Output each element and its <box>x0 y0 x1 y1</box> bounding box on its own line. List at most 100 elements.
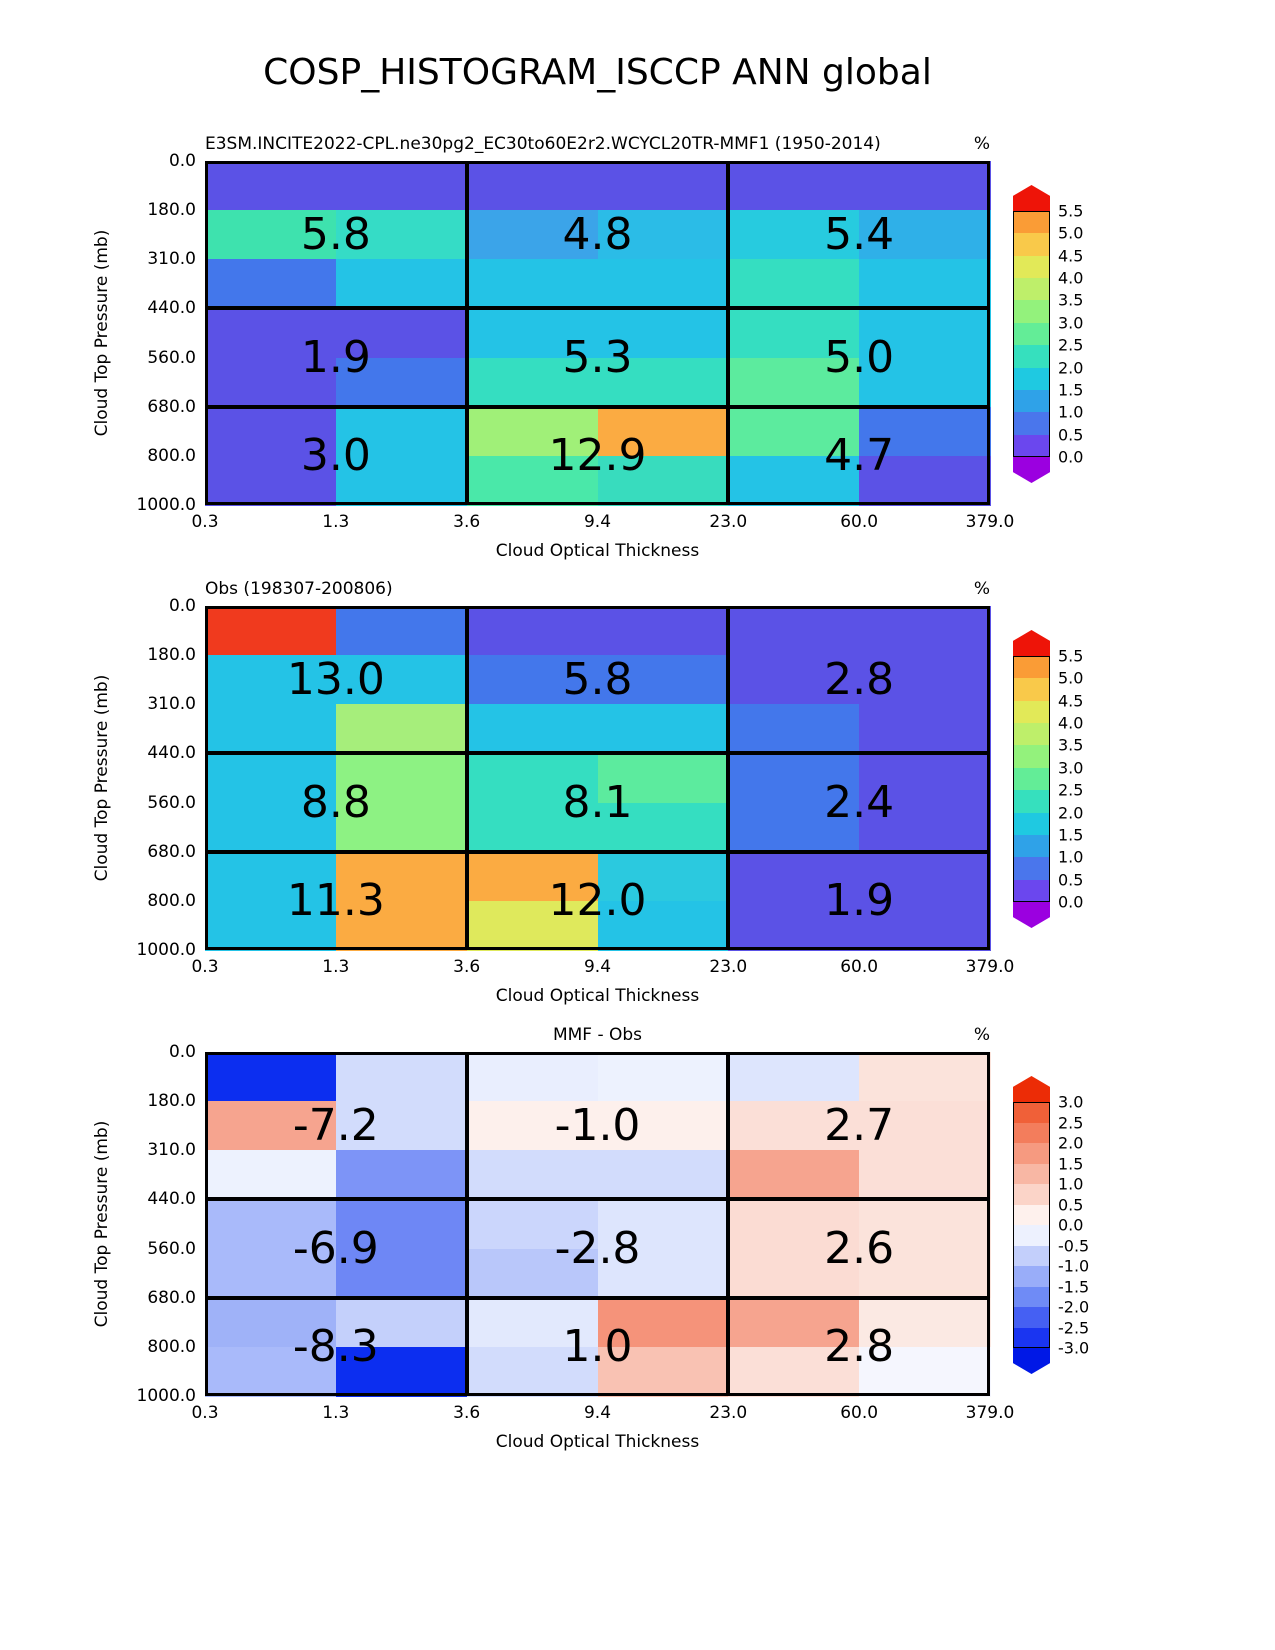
colorbar-band <box>1013 1162 1050 1184</box>
colorbar-band <box>1013 232 1050 256</box>
y-tick-label: 180.0 <box>147 200 196 221</box>
heatmap-cell <box>597 753 730 804</box>
heatmap-cell <box>728 308 861 359</box>
x-tick-label: 60.0 <box>840 957 879 977</box>
heatmap-cell <box>728 210 861 261</box>
colorbar-tick-label: 5.0 <box>1058 223 1084 243</box>
colorbar-tick-label: -0.5 <box>1058 1236 1090 1255</box>
heatmap-cell <box>205 704 337 755</box>
colorbar-band <box>1013 1244 1050 1266</box>
colorbar-band <box>1013 1306 1050 1328</box>
heatmap-cell <box>859 1346 992 1397</box>
colorbar-tick-label: 4.0 <box>1058 713 1084 733</box>
heatmap-cell <box>728 1150 861 1201</box>
colorbar-tick-label: 1.5 <box>1058 825 1084 845</box>
colorbar-band <box>1013 1265 1050 1287</box>
heatmap-cell <box>335 161 468 211</box>
colorbar-over-arrow <box>1013 185 1050 211</box>
heatmap-cell <box>597 1199 730 1250</box>
heatmap-cell <box>335 655 468 706</box>
heatmap-cell <box>466 1052 599 1102</box>
heatmap-cell <box>335 1297 468 1348</box>
colorbar-tick-label: 1.0 <box>1058 1174 1084 1194</box>
heatmap-cell <box>205 1346 337 1397</box>
heatmap-cell <box>205 308 337 359</box>
heatmap-cell <box>466 802 599 853</box>
region-value-label: 2.7 <box>824 1099 895 1151</box>
heatmap-cell <box>466 308 599 359</box>
y-tick-label: 1000.0 <box>136 1386 196 1406</box>
colorbar <box>1013 1101 1050 1348</box>
region-divider-vertical <box>464 161 469 505</box>
colorbar-band <box>1013 1203 1050 1225</box>
colorbar-tick-label: 0.0 <box>1058 1215 1084 1235</box>
colorbar-tick-label: 3.5 <box>1058 290 1084 310</box>
heatmap-cell <box>466 357 599 408</box>
colorbar-tick-label: 2.0 <box>1058 1133 1084 1153</box>
colorbar-band <box>1013 322 1050 346</box>
colorbar-tick-label: 1.5 <box>1058 1154 1084 1173</box>
colorbar-band <box>1013 834 1050 858</box>
colorbar-band <box>1013 1224 1050 1246</box>
heatmap-cell <box>205 851 337 902</box>
heatmap-cell <box>335 704 468 755</box>
heatmap-cell <box>205 1248 337 1299</box>
colorbar-tick-label: 1.0 <box>1058 402 1084 422</box>
y-tick-label: 310.0 <box>147 1140 196 1161</box>
heatmap-cell <box>597 1101 730 1152</box>
heatmap-cell <box>597 704 730 755</box>
colorbar <box>1013 655 1050 902</box>
colorbar-tick-label: -1.5 <box>1058 1277 1090 1296</box>
heatmap: 5.8 4.8 5.4 1.9 5.3 5.0 3.0 12.9 4.7 <box>205 161 992 506</box>
colorbar-band <box>1013 1326 1050 1348</box>
heatmap-cell <box>859 851 992 902</box>
heatmap-cell <box>205 900 337 951</box>
x-tick-label: 3.6 <box>453 1403 481 1423</box>
colorbar-tick-label: 0.5 <box>1058 870 1084 890</box>
x-tick-label: 23.0 <box>709 1403 748 1423</box>
colorbar <box>1013 210 1050 457</box>
heatmap-cell <box>859 900 992 951</box>
x-tick-label: 3.6 <box>453 512 481 532</box>
y-tick-label: 180.0 <box>147 645 196 666</box>
region-value-label: 5.0 <box>824 331 895 383</box>
heatmap-cell <box>466 1248 599 1299</box>
y-tick-label: 800.0 <box>147 890 196 911</box>
heatmap-cell <box>597 308 730 359</box>
x-tick-label: 0.3 <box>191 957 219 977</box>
heatmap-cell <box>728 900 861 951</box>
y-tick-label: 1000.0 <box>136 495 196 515</box>
heatmap-cell <box>466 753 599 804</box>
heatmap-cell <box>335 753 468 804</box>
heatmap-cell <box>466 161 599 211</box>
heatmap-cell <box>728 1199 861 1250</box>
heatmap-cell <box>859 1297 992 1348</box>
x-axis-label: Cloud Optical Thickness <box>495 1432 700 1452</box>
heatmap-cell <box>859 455 992 506</box>
heatmap-cell <box>466 606 599 656</box>
region-value-label: -1.0 <box>554 1099 641 1151</box>
heatmap-cell <box>335 455 468 506</box>
heatmap-cell <box>859 161 992 211</box>
region-divider-vertical <box>726 161 731 505</box>
region-value-label: -8.3 <box>292 1320 379 1372</box>
heatmap-cell <box>205 1297 337 1348</box>
heatmap-cell <box>466 1297 599 1348</box>
region-value-label: 2.4 <box>824 776 895 828</box>
heatmap-cell <box>466 851 599 902</box>
heatmap-cell <box>335 802 468 853</box>
colorbar-tick-label: 4.5 <box>1058 246 1084 266</box>
heatmap-cell <box>335 406 468 457</box>
region-divider-horizontal <box>205 1295 990 1300</box>
colorbar-band <box>1013 1121 1050 1143</box>
region-value-label: 4.7 <box>824 429 895 481</box>
heatmap-cell <box>859 1199 992 1250</box>
heatmap-cell <box>728 655 861 706</box>
colorbar-tick-label: 3.0 <box>1058 313 1084 333</box>
region-value-label: 8.8 <box>300 776 371 828</box>
heatmap-cell <box>466 259 599 310</box>
heatmap-cell <box>335 1248 468 1299</box>
heatmap-cell <box>597 1150 730 1201</box>
x-tick-label: 9.4 <box>583 1403 612 1423</box>
y-tick-label: 560.0 <box>147 792 196 813</box>
